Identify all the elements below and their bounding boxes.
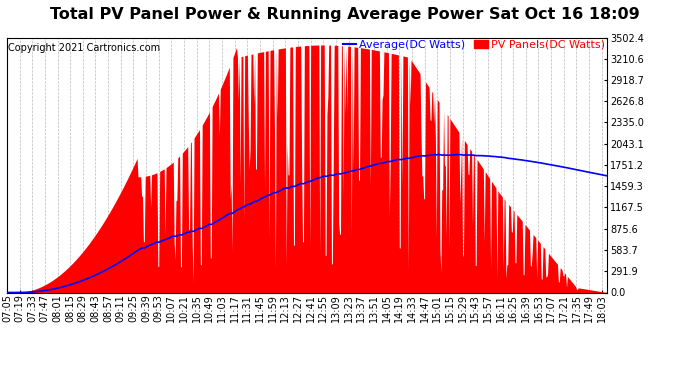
- Legend: Average(DC Watts), PV Panels(DC Watts): Average(DC Watts), PV Panels(DC Watts): [343, 40, 605, 50]
- Text: Total PV Panel Power & Running Average Power Sat Oct 16 18:09: Total PV Panel Power & Running Average P…: [50, 8, 640, 22]
- Text: Copyright 2021 Cartronics.com: Copyright 2021 Cartronics.com: [8, 43, 160, 52]
